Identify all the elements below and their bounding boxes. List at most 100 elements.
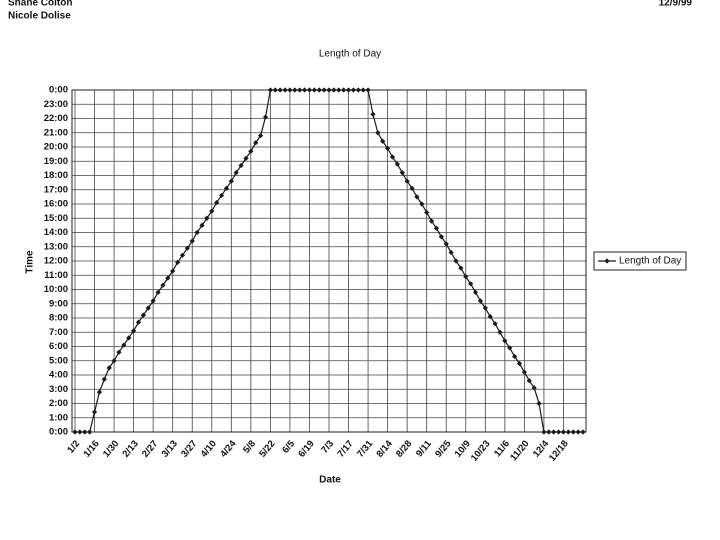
data-point: [570, 429, 576, 435]
legend-marker: [604, 258, 610, 264]
data-point: [428, 218, 435, 224]
data-point: [72, 429, 78, 435]
data-point: [531, 385, 537, 391]
data-point: [204, 215, 210, 221]
data-point: [414, 194, 420, 200]
data-point: [331, 87, 337, 93]
y-tick-label: 19:00: [44, 156, 68, 167]
data-point: [243, 155, 249, 161]
y-tick-label: 23:00: [44, 99, 68, 110]
data-point: [131, 328, 137, 334]
data-point: [228, 178, 234, 184]
data-point: [380, 138, 386, 144]
data-point: [287, 87, 293, 93]
data-point: [468, 281, 474, 287]
x-tick-label: 1/30: [101, 438, 121, 459]
y-tick-label: 13:00: [44, 241, 68, 252]
data-point: [106, 365, 112, 371]
data-point: [394, 161, 400, 167]
x-tick-label: 12/18: [547, 438, 571, 463]
data-point: [487, 313, 493, 320]
data-point: [297, 87, 303, 93]
data-point: [512, 353, 518, 360]
data-point: [399, 170, 405, 176]
y-tick-label: 0:00: [49, 427, 68, 438]
data-point: [326, 87, 332, 93]
data-point: [502, 338, 508, 344]
y-tick-label: 3:00: [49, 384, 68, 395]
x-tick-label: 8/28: [394, 438, 414, 459]
x-tick-label: 9/25: [433, 438, 454, 460]
data-point: [555, 429, 562, 435]
data-point: [135, 319, 142, 325]
data-point: [272, 87, 278, 93]
data-point: [267, 87, 273, 93]
x-tick-label: 8/14: [375, 438, 396, 460]
y-tick-label: 5:00: [49, 355, 68, 366]
legend-box: [593, 251, 687, 271]
data-point: [126, 335, 132, 341]
x-tick-label: 2/13: [121, 438, 141, 459]
y-tick-label: 4:00: [49, 370, 68, 381]
author-name: Nicole Dolise: [8, 11, 71, 22]
data-point: [375, 130, 381, 136]
data-point: [409, 185, 415, 191]
data-point: [424, 209, 430, 216]
y-tick-label: 10:00: [44, 284, 68, 295]
data-point: [262, 114, 269, 120]
data-point: [199, 222, 205, 228]
chart-title: Length of Day: [319, 49, 381, 60]
data-point: [419, 201, 425, 207]
data-point: [365, 87, 371, 93]
x-tick-label: 1/2: [65, 438, 82, 455]
data-point: [551, 429, 557, 435]
data-point: [463, 274, 469, 280]
data-point: [575, 429, 581, 435]
data-point: [116, 349, 122, 355]
data-point: [321, 87, 327, 93]
x-tick-label: 10/23: [469, 438, 493, 463]
x-tick-label: 7/17: [335, 438, 355, 459]
data-point: [174, 259, 181, 266]
y-tick-label: 20:00: [44, 142, 68, 153]
data-point: [214, 199, 220, 206]
data-point: [233, 170, 239, 176]
data-point: [306, 87, 313, 93]
data-point: [453, 258, 459, 264]
y-tick-label: 8:00: [49, 313, 68, 324]
data-point: [209, 208, 215, 214]
data-point: [443, 241, 449, 247]
data-point: [91, 409, 98, 415]
data-point: [248, 148, 254, 154]
data-point: [145, 305, 151, 311]
data-point: [458, 265, 464, 271]
data-point: [223, 185, 230, 191]
data-point: [155, 289, 161, 295]
data-point: [433, 225, 440, 231]
data-point: [360, 87, 366, 93]
data-point: [345, 87, 352, 93]
data-point: [96, 389, 103, 395]
data-point: [521, 369, 527, 375]
data-point: [179, 252, 186, 258]
x-tick-label: 2/27: [140, 438, 160, 459]
author-name: Shane Colton: [8, 0, 72, 9]
x-tick-label: 9/11: [414, 438, 434, 459]
x-tick-label: 3/27: [179, 438, 199, 459]
data-point: [77, 429, 83, 435]
data-point: [497, 329, 503, 335]
data-point: [546, 429, 552, 435]
x-axis-label: Date: [319, 475, 341, 486]
data-point: [218, 192, 225, 199]
data-point: [482, 305, 488, 311]
data-point: [355, 87, 361, 93]
data-point: [541, 429, 547, 435]
data-point: [258, 133, 264, 139]
data-point: [292, 87, 298, 93]
data-point: [111, 358, 117, 364]
data-point: [282, 87, 288, 93]
data-point: [370, 111, 376, 117]
data-point: [121, 342, 127, 348]
data-point: [140, 312, 146, 318]
